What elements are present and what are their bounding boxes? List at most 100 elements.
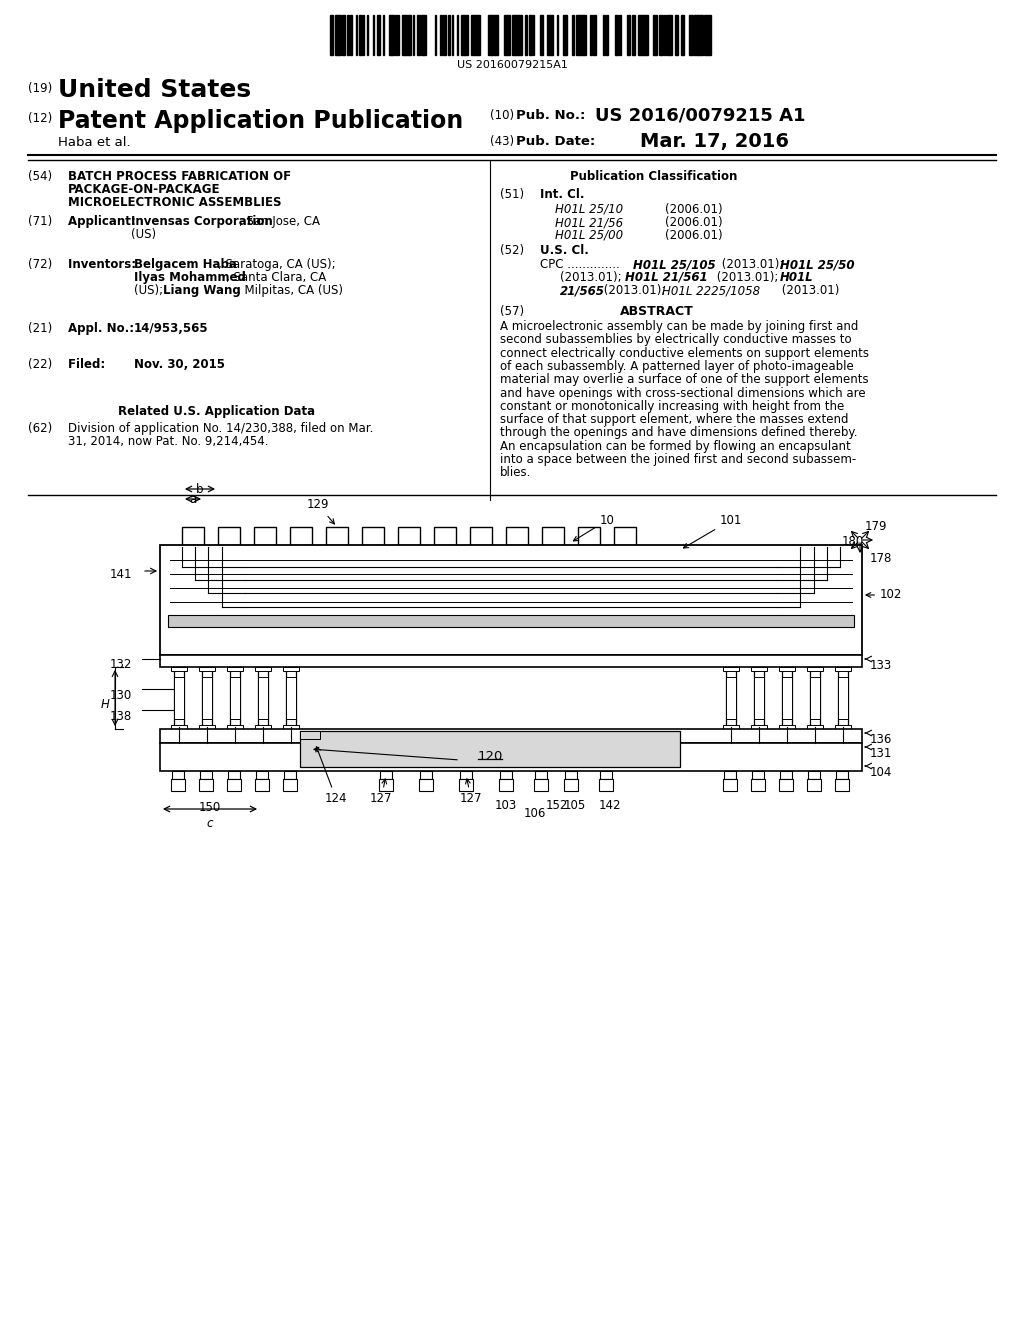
Bar	[423, 15, 426, 55]
Bar	[572, 15, 574, 55]
Text: PACKAGE-ON-PACKAGE: PACKAGE-ON-PACKAGE	[68, 183, 220, 195]
Bar	[548, 15, 551, 55]
Bar	[473, 15, 476, 55]
Bar	[499, 779, 513, 791]
Text: constant or monotonically increasing with height from the: constant or monotonically increasing wit…	[500, 400, 844, 413]
Bar	[160, 729, 862, 743]
Text: 106: 106	[524, 807, 546, 820]
Bar	[300, 731, 680, 767]
Bar	[496, 15, 498, 55]
Text: (21): (21)	[28, 322, 52, 335]
Bar	[406, 15, 408, 55]
Text: 10: 10	[573, 513, 614, 541]
Bar	[754, 677, 764, 719]
Bar	[565, 771, 577, 779]
Text: into a space between the joined first and second subassem-: into a space between the joined first an…	[500, 453, 856, 466]
Text: (57): (57)	[500, 305, 524, 318]
Bar	[579, 15, 581, 55]
Text: 141: 141	[110, 568, 132, 581]
Text: 103: 103	[495, 799, 517, 812]
Text: US 2016/0079215 A1: US 2016/0079215 A1	[595, 107, 806, 125]
Text: (54): (54)	[28, 170, 52, 183]
Text: 21/565: 21/565	[560, 284, 605, 297]
Bar	[362, 527, 384, 545]
Text: H01L 25/50: H01L 25/50	[780, 257, 854, 271]
Text: Division of application No. 14/230,388, filed on Mar.: Division of application No. 14/230,388, …	[68, 422, 374, 436]
Text: (2006.01): (2006.01)	[665, 216, 723, 228]
Bar	[286, 677, 296, 719]
Text: (10): (10)	[490, 110, 514, 121]
Bar	[199, 725, 215, 729]
Text: (72): (72)	[28, 257, 52, 271]
Bar	[695, 15, 698, 55]
Bar	[754, 667, 764, 729]
Bar	[440, 15, 442, 55]
Bar	[476, 15, 479, 55]
Text: Invensas Corporation: Invensas Corporation	[131, 215, 272, 228]
Text: , Saratoga, CA (US);: , Saratoga, CA (US);	[218, 257, 336, 271]
Bar	[659, 15, 662, 55]
Text: (2013.01);: (2013.01);	[713, 271, 782, 284]
Bar	[838, 677, 848, 719]
Text: 120: 120	[477, 750, 503, 763]
Bar	[182, 527, 204, 545]
Bar	[563, 15, 565, 55]
Text: Liang Wang: Liang Wang	[163, 284, 241, 297]
Bar	[408, 15, 410, 55]
Text: (19): (19)	[28, 82, 52, 95]
Bar	[258, 677, 268, 719]
Bar	[380, 771, 392, 779]
Bar	[417, 15, 420, 55]
Bar	[175, 682, 183, 714]
Bar	[519, 15, 521, 55]
Text: (22): (22)	[28, 358, 52, 371]
Bar	[231, 682, 239, 714]
Bar	[581, 15, 583, 55]
Bar	[600, 771, 612, 779]
Text: (43): (43)	[490, 135, 514, 148]
Text: second subassemblies by electrically conductive masses to: second subassemblies by electrically con…	[500, 333, 852, 346]
Bar	[564, 779, 578, 791]
Bar	[256, 771, 268, 779]
Bar	[530, 15, 532, 55]
Text: 124: 124	[315, 747, 347, 805]
Bar	[779, 725, 795, 729]
Bar	[513, 15, 515, 55]
Text: 104: 104	[870, 766, 892, 779]
Bar	[290, 527, 312, 545]
Text: (2006.01): (2006.01)	[665, 228, 723, 242]
Text: H01L 21/56: H01L 21/56	[555, 216, 624, 228]
Text: H01L 25/00: H01L 25/00	[555, 228, 624, 242]
Bar	[464, 15, 467, 55]
Text: surface of that support element, where the masses extend: surface of that support element, where t…	[500, 413, 849, 426]
Text: (2006.01): (2006.01)	[665, 203, 723, 216]
Bar	[507, 15, 509, 55]
Bar	[575, 15, 579, 55]
Bar	[174, 667, 184, 729]
Text: , San Jose, CA: , San Jose, CA	[239, 215, 319, 228]
Text: United States: United States	[58, 78, 251, 102]
Bar	[470, 527, 492, 545]
Bar	[724, 771, 736, 779]
Bar	[330, 15, 333, 55]
Bar	[200, 771, 212, 779]
Bar	[669, 15, 672, 55]
Bar	[506, 527, 528, 545]
Text: Pub. No.:: Pub. No.:	[516, 110, 586, 121]
Text: (2013.01);: (2013.01);	[560, 271, 626, 284]
Text: (12): (12)	[28, 112, 52, 125]
Bar	[780, 771, 792, 779]
Bar	[359, 15, 362, 55]
Bar	[835, 667, 851, 671]
Bar	[810, 667, 820, 729]
Text: of each subassembly. A patterned layer of photo-imageable: of each subassembly. A patterned layer o…	[500, 360, 854, 372]
Bar	[640, 15, 642, 55]
Bar	[379, 779, 393, 791]
Text: 136: 136	[870, 733, 892, 746]
Bar	[326, 527, 348, 545]
Bar	[723, 779, 737, 791]
Bar	[227, 667, 243, 671]
Bar	[160, 743, 862, 771]
Bar	[727, 682, 735, 714]
Bar	[377, 15, 380, 55]
